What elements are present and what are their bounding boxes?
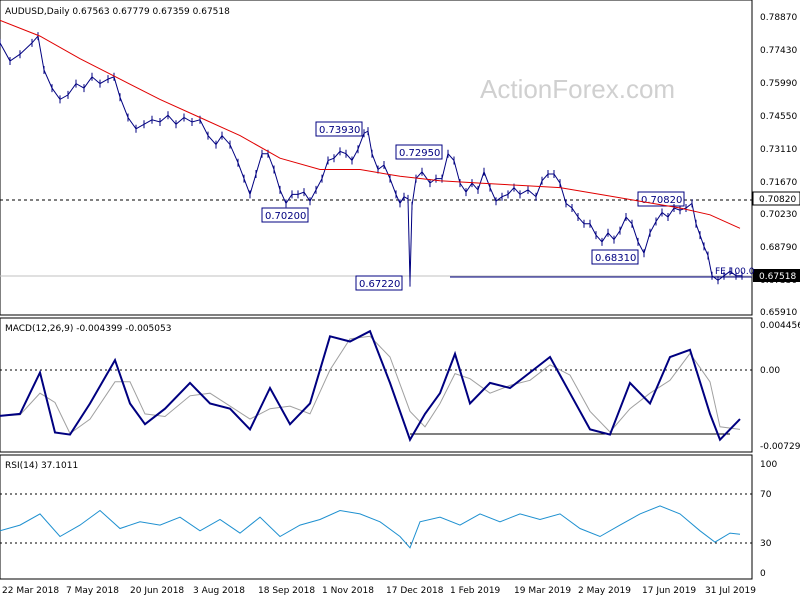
- rsi-tick: 0: [760, 569, 766, 579]
- annotation-box: [261, 207, 309, 223]
- macd-tick: 0.00: [760, 366, 780, 376]
- annotation-label: 0.67220: [359, 279, 400, 290]
- current-price-badge: [753, 269, 800, 282]
- annotation-label: 0.70820: [641, 195, 682, 206]
- x-tick: 17 Dec 2018: [386, 586, 444, 596]
- x-tick: 31 Jul 2019: [705, 586, 756, 596]
- x-tick: 3 Aug 2018: [193, 586, 245, 596]
- moving-average-line: [0, 19, 741, 229]
- annotation-label: 0.68310: [595, 253, 636, 264]
- annotation-label: 0.73930: [319, 125, 360, 136]
- macd-header: MACD(12,26,9) -0.004399 -0.005053: [5, 324, 171, 334]
- price-tick: 0.73110: [760, 145, 797, 155]
- price-header: AUDUSD,Daily 0.67563 0.67779 0.67359 0.6…: [5, 7, 230, 17]
- price-tick: 0.71670: [760, 178, 797, 188]
- x-tick: 1 Nov 2018: [322, 586, 374, 596]
- price-tick: 0.75990: [760, 79, 797, 89]
- current-price-text: 0.67518: [759, 272, 796, 282]
- rsi-panel-frame: [0, 454, 753, 580]
- macd-tick: -0.007298: [760, 442, 800, 452]
- price-tick: 0.65910: [760, 308, 797, 318]
- level-badge: [752, 191, 800, 206]
- x-tick: 22 Mar 2018: [2, 586, 59, 596]
- rsi-tick: 70: [760, 490, 772, 500]
- annotation-box: [355, 275, 403, 291]
- x-tick: 7 May 2018: [66, 586, 119, 596]
- x-tick: 17 Jun 2019: [642, 586, 696, 596]
- annotation-boxes: 0.73930 0.70200 0.67220 0.72950 0.68310 …: [261, 121, 685, 291]
- x-tick: 20 Jun 2018: [130, 586, 184, 596]
- rsi-tick: 30: [760, 539, 772, 549]
- macd-line: [0, 329, 741, 443]
- rsi-line: [0, 505, 741, 549]
- annotation-box: [591, 249, 639, 265]
- x-tick: 18 Sep 2018: [258, 586, 315, 596]
- x-axis: 22 Mar 2018 7 May 2018 20 Jun 2018 3 Aug…: [2, 586, 756, 596]
- price-tick: 0.68790: [760, 243, 797, 253]
- price-tick: 0.78870: [760, 13, 797, 23]
- x-tick: 19 Mar 2019: [514, 586, 571, 596]
- rsi-header: RSI(14) 37.1011: [5, 461, 78, 471]
- annotation-label: 0.72950: [399, 148, 440, 159]
- x-tick: 1 Feb 2019: [450, 586, 501, 596]
- macd-panel-frame: [0, 317, 753, 453]
- price-panel-frame: [0, 0, 753, 316]
- level-badge-text: 0.70820: [759, 195, 796, 205]
- annotation-box: [395, 144, 443, 160]
- annotation-label: 0.70200: [265, 211, 306, 222]
- price-tick: 0.74550: [760, 112, 797, 122]
- series-layer: [0, 19, 743, 549]
- macd-tick: 0.004456: [760, 321, 800, 331]
- watermark: ActionForex.com: [480, 74, 675, 104]
- annotation-box: [315, 121, 363, 137]
- price-tick: 0.70230: [760, 210, 797, 220]
- fe-label: FE 100.0: [715, 267, 755, 277]
- price-tick: 0.77430: [760, 46, 797, 56]
- x-tick: 2 May 2019: [578, 586, 631, 596]
- rsi-tick: 100: [760, 460, 777, 470]
